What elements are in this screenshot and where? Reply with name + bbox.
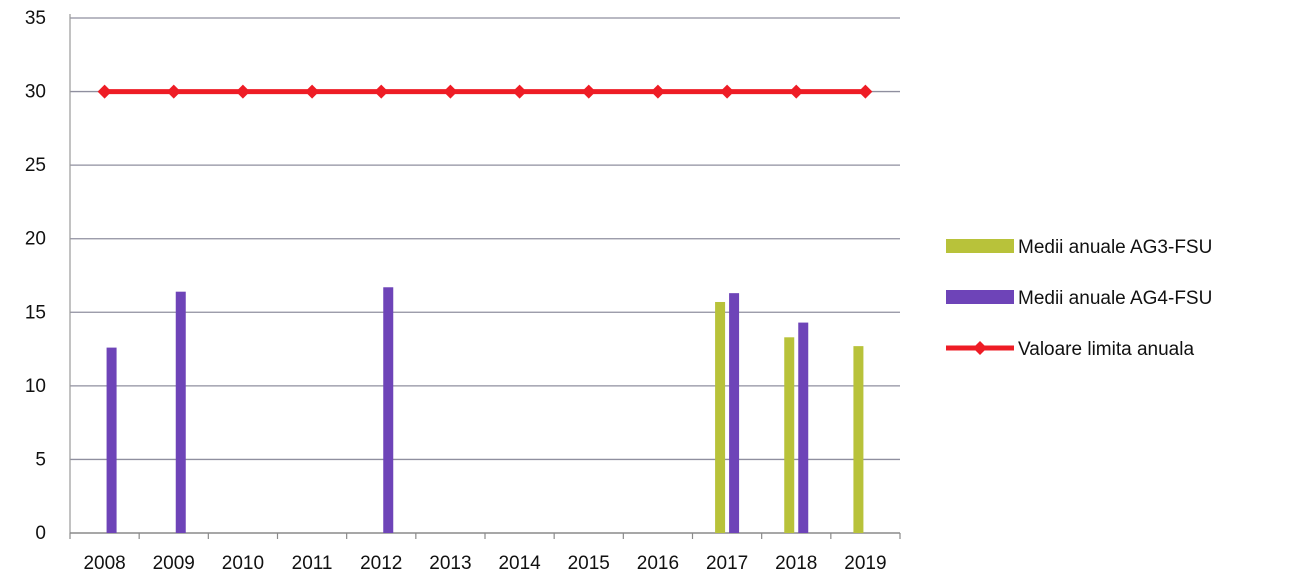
bar-ag4-2012 [383,287,394,533]
limit-marker-2017 [720,84,735,99]
grid-lines [70,17,900,461]
limit-marker-2009 [166,84,181,99]
x-tick-label: 2012 [360,553,402,574]
limit-marker-2015 [581,84,596,99]
limit-marker-2011 [305,84,320,99]
x-tick-label: 2008 [83,553,125,574]
limit-marker-2014 [512,84,527,99]
y-tick-label: 25 [25,155,46,176]
bar-ag4-2017 [729,293,740,533]
x-tick-label: 2013 [429,553,471,574]
legend-label: Medii anuale AG3-FSU [1018,237,1212,258]
x-tick-label: 2014 [498,553,541,574]
bar-ag3-2017 [715,301,726,533]
bar-ag3-2019 [853,346,864,533]
limit-line [97,84,873,99]
limit-marker-2008 [97,84,112,99]
bar-ag4-2018 [798,322,809,533]
axes [69,14,901,539]
legend: Medii anuale AG3-FSU Medii anuale AG4-FSU… [946,237,1212,360]
limit-marker-2018 [789,84,804,99]
legend-swatch [946,239,1014,253]
bars [106,287,864,533]
y-tick-label: 10 [25,376,46,397]
bar-ag4-2009 [175,291,186,533]
legend-swatch [946,290,1014,304]
legend-label: Valoare limita anuala [1018,339,1194,360]
x-tick-label: 2010 [222,553,264,574]
legend-label: Medii anuale AG4-FSU [1018,288,1212,309]
x-tick-label: 2019 [844,553,886,574]
y-tick-label: 5 [35,449,46,470]
legend-swatch-marker [973,341,987,355]
y-tick-label: 15 [25,302,46,323]
x-tick-label: 2011 [292,553,333,574]
y-tick-label: 35 [25,8,46,29]
bar-ag3-2018 [784,337,795,533]
y-tick-labels: 0 5 10 15 20 25 30 35 [25,8,46,544]
x-tick-label: 2018 [775,553,817,574]
legend-item-1: Medii anuale AG4-FSU [946,288,1212,309]
limit-marker-2019 [858,84,873,99]
y-tick-label: 30 [25,82,46,103]
x-tick-label: 2016 [637,553,679,574]
x-tick-labels: 2008 2009 2010 2011 2012 2013 2014 2015 2016 2017… [83,553,886,574]
y-tick-label: 20 [25,229,46,250]
limit-marker-2013 [443,84,458,99]
limit-marker-2016 [650,84,665,99]
x-tick-label: 2009 [153,553,195,574]
x-tick-label: 2015 [568,553,610,574]
x-tick-label: 2017 [706,553,748,574]
limit-marker-2012 [374,84,389,99]
limit-marker-2010 [235,84,250,99]
y-tick-label: 0 [35,523,46,544]
legend-item-2: Valoare limita anuala [946,339,1194,360]
legend-item-0: Medii anuale AG3-FSU [946,237,1212,258]
bar-ag4-2008 [106,347,117,533]
